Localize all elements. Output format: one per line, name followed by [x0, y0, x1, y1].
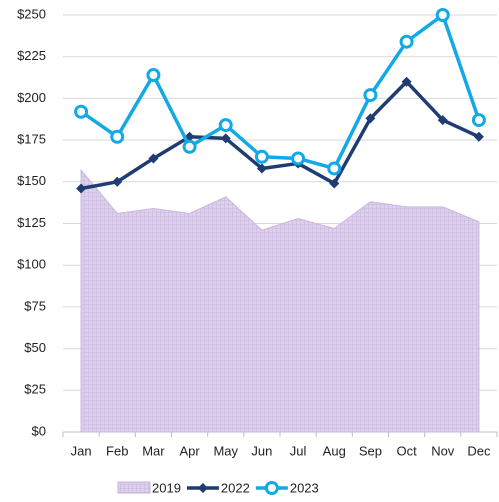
marker: [218, 118, 233, 133]
legend-label: 2023: [290, 480, 319, 495]
x-tick-label: Jul: [290, 443, 307, 458]
marker: [148, 153, 159, 164]
x-tick-label: Oct: [396, 443, 417, 458]
marker: [256, 163, 267, 174]
legend-item: 2023: [255, 480, 319, 495]
y-tick-label: $100: [17, 257, 46, 272]
y-tick-label: $200: [17, 90, 46, 105]
marker: [74, 104, 89, 119]
marker: [291, 151, 306, 166]
x-tick-label: Jun: [251, 443, 272, 458]
x-tick-label: Feb: [106, 443, 128, 458]
marker: [401, 76, 412, 87]
x-tick-label: Apr: [179, 443, 200, 458]
area: [80, 168, 480, 433]
legend-label: 2019: [152, 480, 181, 495]
marker: [112, 176, 123, 187]
x-tick-label: Mar: [142, 443, 165, 458]
y-tick-label: $0: [32, 423, 46, 438]
x-tick-label: Jan: [71, 443, 92, 458]
marker: [182, 139, 197, 154]
legend-swatch: [117, 481, 151, 494]
x-tick-label: Dec: [467, 443, 491, 458]
y-tick-label: $75: [24, 298, 46, 313]
y-tick-label: $50: [24, 340, 46, 355]
y-tick-label: $225: [17, 48, 46, 63]
marker: [220, 133, 231, 144]
x-tick-label: May: [213, 443, 238, 458]
marker: [363, 88, 378, 103]
y-tick-label: $150: [17, 173, 46, 188]
x-tick-label: Aug: [323, 443, 346, 458]
x-tick-label: Nov: [431, 443, 455, 458]
line: [80, 13, 481, 171]
marker: [329, 178, 340, 189]
marker: [365, 113, 376, 124]
y-tick-label: $175: [17, 132, 46, 147]
marker: [76, 183, 87, 194]
y-tick-label: $125: [17, 215, 46, 230]
marker: [473, 131, 484, 142]
y-tick-label: $250: [17, 6, 46, 21]
marker: [471, 113, 486, 128]
legend-item: 2022: [186, 480, 250, 495]
marker: [435, 8, 450, 22]
line: [80, 79, 480, 191]
marker: [197, 483, 208, 493]
marker: [437, 115, 448, 126]
x-tick-label: Sep: [359, 443, 382, 458]
marker: [254, 149, 269, 164]
y-tick-label: $25: [24, 382, 46, 397]
legend-label: 2022: [221, 480, 250, 495]
legend-item: 2019: [117, 480, 181, 495]
marker: [327, 161, 342, 176]
marker: [264, 481, 279, 495]
marker: [399, 34, 414, 49]
marker: [146, 68, 161, 83]
marker: [110, 129, 125, 144]
